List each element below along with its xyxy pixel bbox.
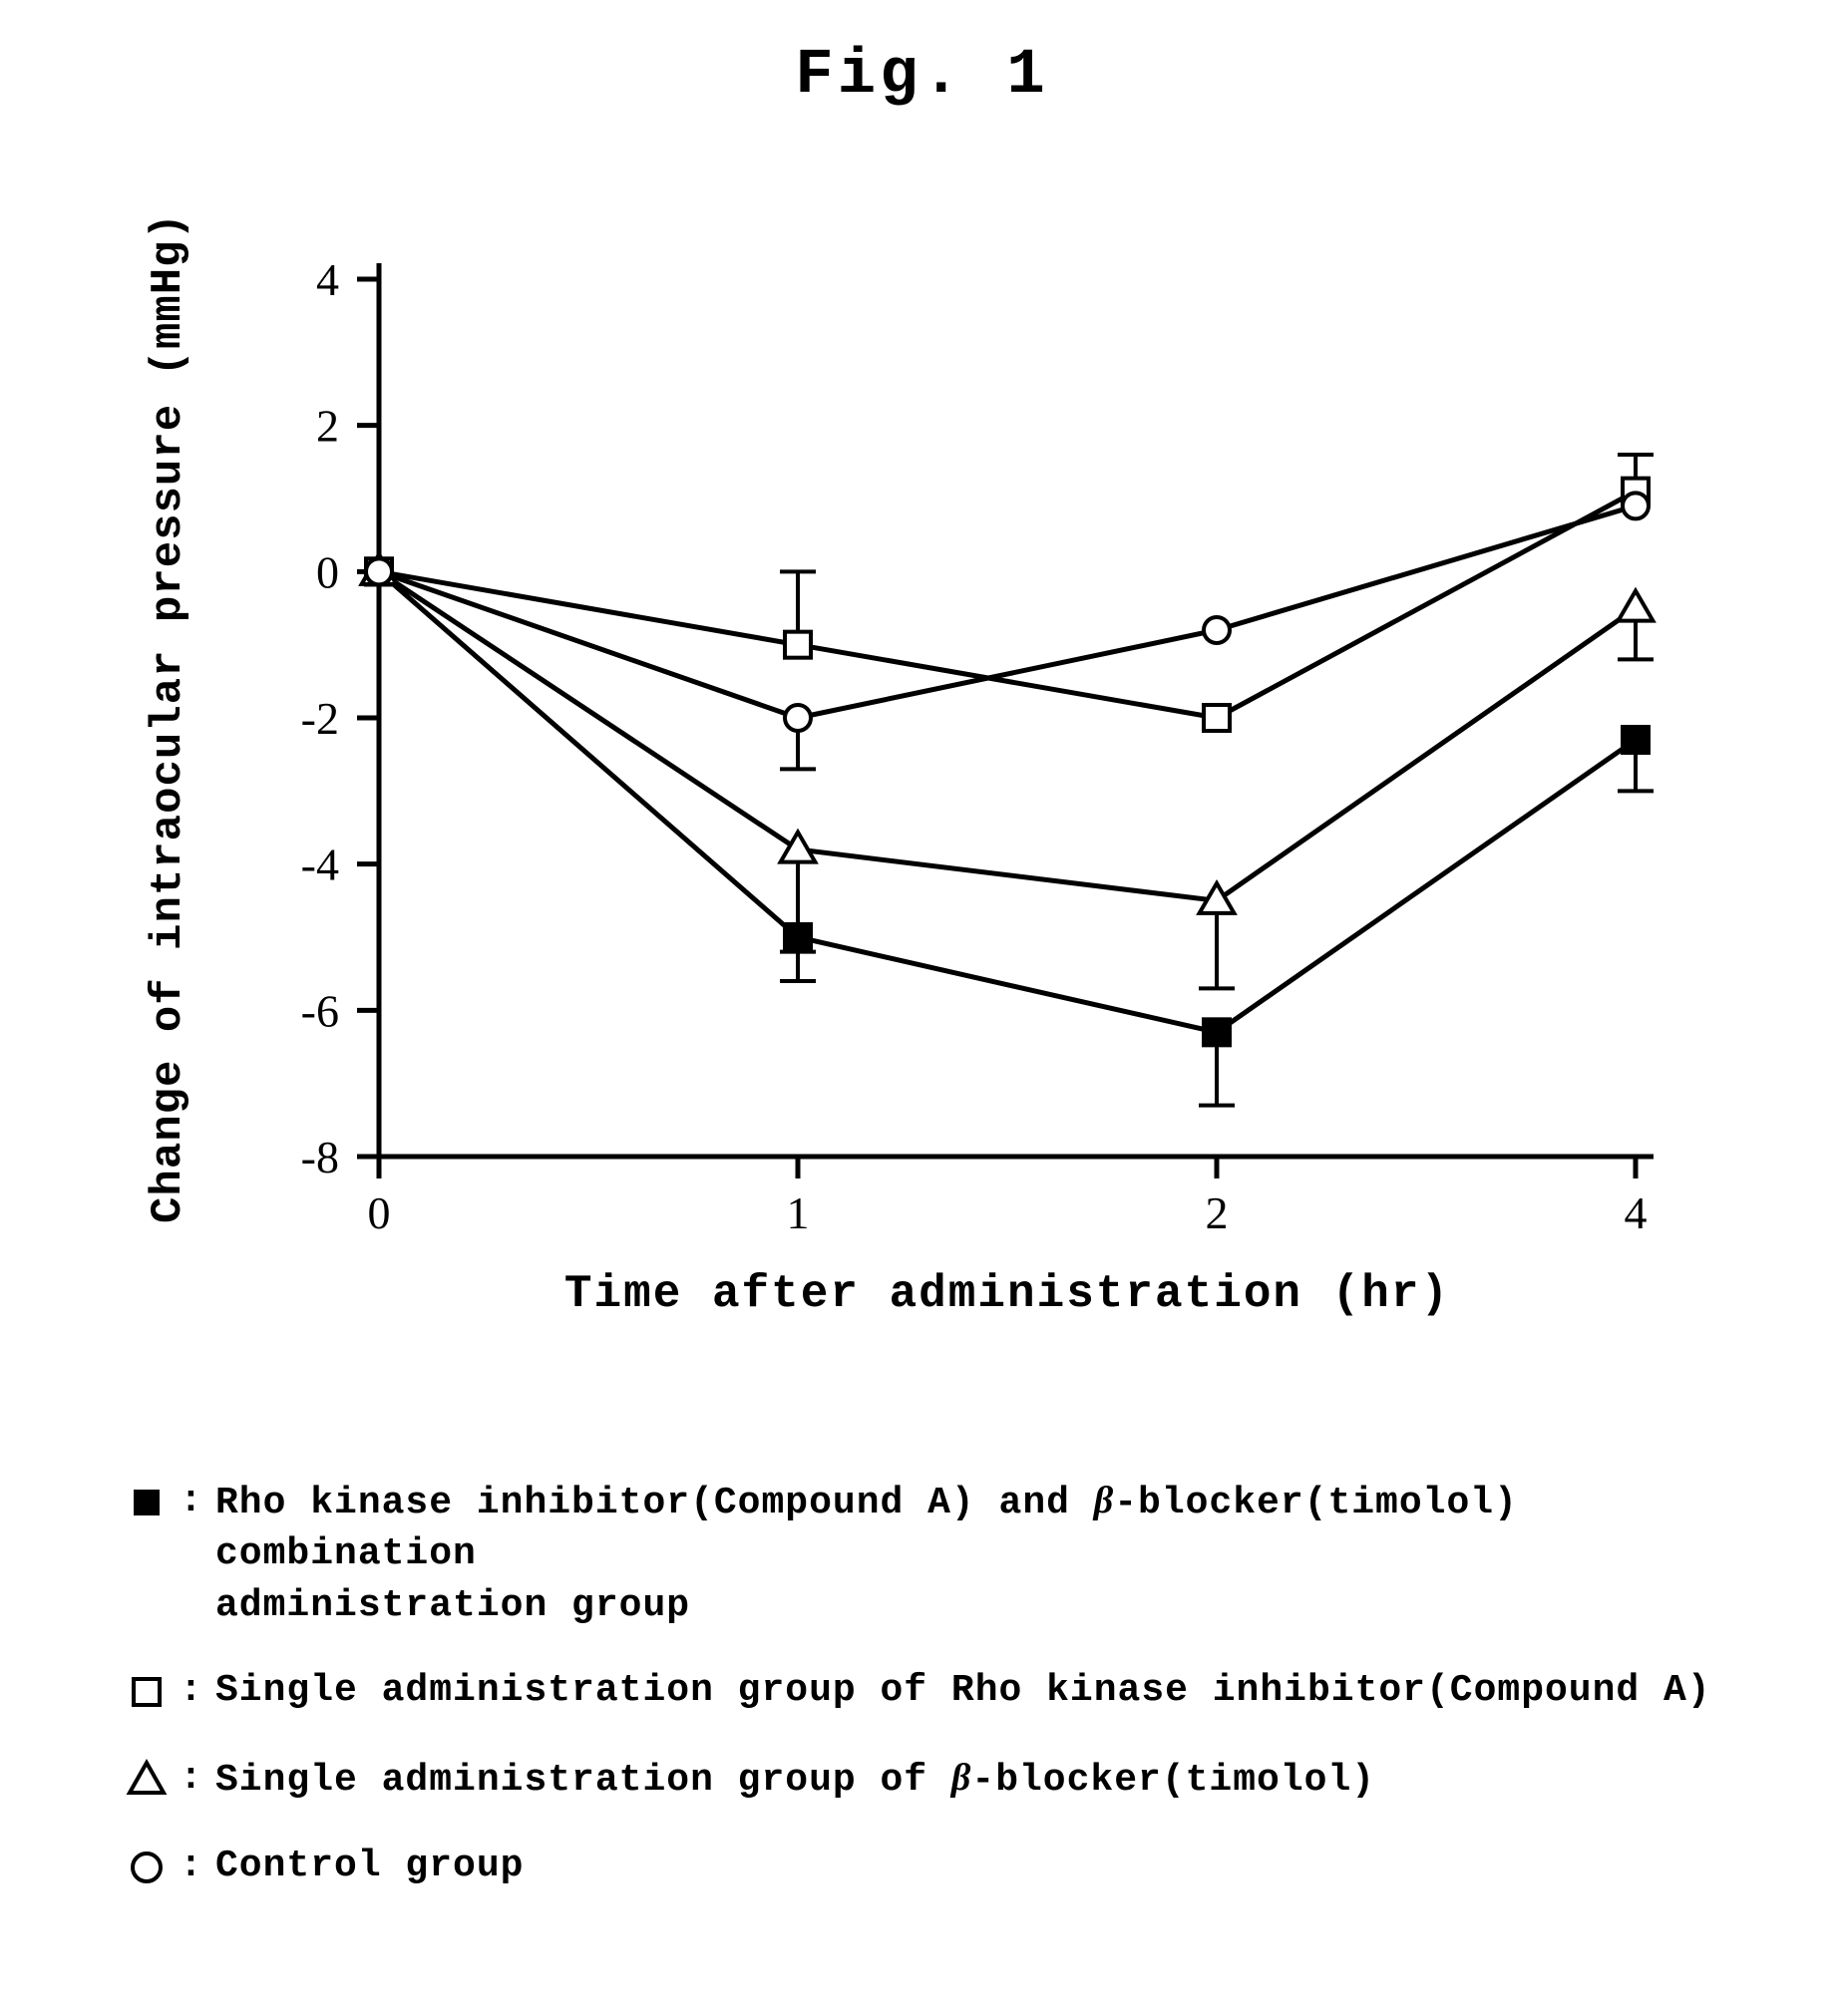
- svg-text:-6: -6: [301, 985, 339, 1036]
- svg-text:0: 0: [368, 1187, 391, 1238]
- legend-row-control: : Control group: [120, 1841, 1735, 1894]
- svg-text:1: 1: [787, 1187, 810, 1238]
- legend-row-combination: : Rho kinase inhibitor(Compound A) and β…: [120, 1476, 1735, 1631]
- legend-row-rho-single: : Single administration group of Rho kin…: [120, 1665, 1735, 1719]
- iop-time-chart: -8 -6 -4 -2 0 2 4 0 1 2 4 Time after administration…: [120, 219, 1715, 1416]
- open-square-icon: [120, 1665, 180, 1719]
- legend-colon: :: [180, 1665, 215, 1716]
- svg-text:Change of intraocular pressure: Change of intraocular pressure (mmHg): [144, 219, 193, 1223]
- legend-colon: :: [180, 1476, 215, 1526]
- legend-label-beta-single: Single administration group of β-blocker…: [215, 1753, 1735, 1806]
- open-circle-icon: [120, 1841, 180, 1894]
- legend-label-rho-single: Single administration group of Rho kinas…: [215, 1665, 1735, 1716]
- legend-colon: :: [180, 1841, 215, 1891]
- legend-colon: :: [180, 1753, 215, 1804]
- svg-text:-8: -8: [301, 1132, 339, 1182]
- legend-row-beta-single: : Single administration group of β-block…: [120, 1753, 1735, 1807]
- open-triangle-icon: [120, 1753, 180, 1807]
- filled-square-icon: [120, 1476, 180, 1529]
- svg-text:2: 2: [316, 401, 339, 452]
- chart-canvas: -8 -6 -4 -2 0 2 4 0 1 2 4 Time after administration…: [120, 219, 1715, 1396]
- legend-label-combination: Rho kinase inhibitor(Compound A) and β-b…: [215, 1476, 1735, 1631]
- svg-text:-4: -4: [301, 840, 339, 890]
- svg-text:0: 0: [316, 546, 339, 597]
- svg-text:-2: -2: [301, 693, 339, 744]
- legend-label-control: Control group: [215, 1841, 1735, 1891]
- svg-text:2: 2: [1206, 1187, 1229, 1238]
- svg-text:4: 4: [1625, 1187, 1648, 1238]
- svg-text:Time after administration (hr): Time after administration (hr): [564, 1268, 1450, 1320]
- chart-legend: : Rho kinase inhibitor(Compound A) and β…: [120, 1476, 1735, 1928]
- svg-text:4: 4: [316, 254, 339, 305]
- figure-title: Fig. 1: [0, 40, 1844, 112]
